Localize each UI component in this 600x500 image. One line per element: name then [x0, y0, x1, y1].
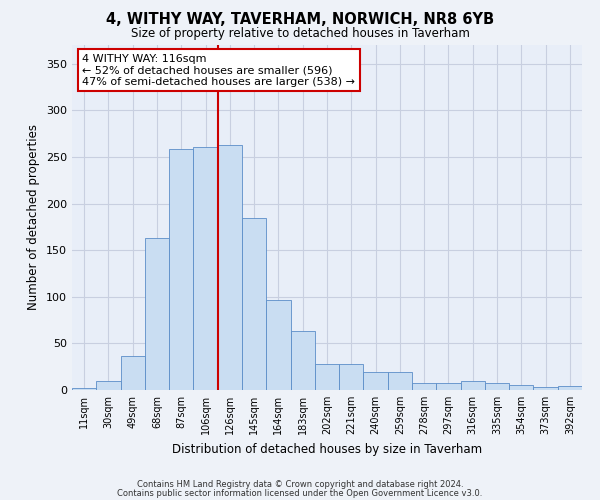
Text: Size of property relative to detached houses in Taverham: Size of property relative to detached ho… [131, 28, 469, 40]
Bar [290, 332, 315, 390]
Text: 4 WITHY WAY: 116sqm
← 52% of detached houses are smaller (596)
47% of semi-detac: 4 WITHY WAY: 116sqm ← 52% of detached ho… [82, 54, 355, 87]
Bar [169, 150, 193, 390]
Bar [339, 364, 364, 390]
Bar [509, 386, 533, 390]
Bar [96, 380, 121, 390]
Y-axis label: Number of detached properties: Number of detached properties [28, 124, 40, 310]
Bar [436, 384, 461, 390]
Bar [315, 364, 339, 390]
Bar [461, 380, 485, 390]
X-axis label: Distribution of detached houses by size in Taverham: Distribution of detached houses by size … [172, 442, 482, 456]
Bar [266, 300, 290, 390]
Bar [218, 145, 242, 390]
Bar [412, 382, 436, 390]
Bar [193, 146, 218, 390]
Bar [121, 356, 145, 390]
Bar [533, 387, 558, 390]
Bar [242, 218, 266, 390]
Bar [558, 386, 582, 390]
Bar [388, 372, 412, 390]
Bar [364, 372, 388, 390]
Text: 4, WITHY WAY, TAVERHAM, NORWICH, NR8 6YB: 4, WITHY WAY, TAVERHAM, NORWICH, NR8 6YB [106, 12, 494, 28]
Bar [145, 238, 169, 390]
Bar [485, 384, 509, 390]
Bar [72, 388, 96, 390]
Text: Contains HM Land Registry data © Crown copyright and database right 2024.: Contains HM Land Registry data © Crown c… [137, 480, 463, 489]
Text: Contains public sector information licensed under the Open Government Licence v3: Contains public sector information licen… [118, 488, 482, 498]
